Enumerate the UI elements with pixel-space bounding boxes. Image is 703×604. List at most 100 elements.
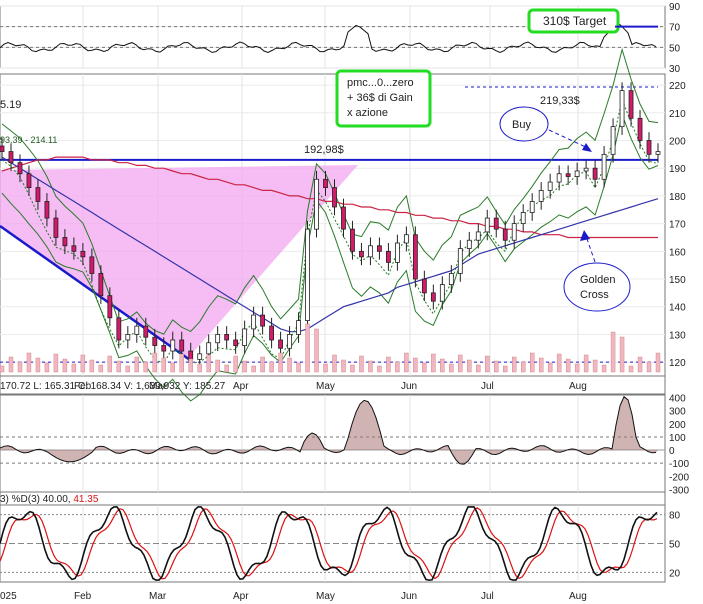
volume-bar <box>287 357 292 373</box>
candle-body <box>62 237 68 247</box>
golden-cross-arrowhead <box>580 230 590 241</box>
target-label: 310$ Target <box>543 14 607 28</box>
price-info-strip: 170.72 L: 165.31 C: 168.34 V: 1,639,932 … <box>0 381 226 392</box>
volume-bar <box>467 359 472 373</box>
candle-body <box>574 170 580 177</box>
golden-cross-arrow <box>585 235 596 263</box>
candle-body <box>98 273 104 297</box>
stoch-k-line <box>0 506 658 581</box>
main-tick-label: 140 <box>669 303 686 314</box>
volume-bar <box>440 358 445 373</box>
main-tick-label: 170 <box>669 220 686 231</box>
volume-bar <box>0 365 5 373</box>
month-label: Aug <box>569 381 587 392</box>
volume-bar <box>395 361 400 373</box>
stoch-tick-label: 20 <box>669 568 681 579</box>
candle-body <box>475 231 481 241</box>
candle-body <box>233 339 239 346</box>
volume-bar <box>143 361 148 373</box>
volume-bar <box>485 355 490 373</box>
candle-body <box>287 334 292 349</box>
candle-body <box>0 145 5 152</box>
candle-body <box>484 217 490 233</box>
volume-bar <box>80 354 86 373</box>
main-tick-label: 200 <box>669 136 686 147</box>
volume-bar <box>215 359 220 373</box>
volume-bar <box>359 355 364 373</box>
main-tick-label: 220 <box>669 81 686 92</box>
pmc-box <box>335 69 432 128</box>
macd-tick-label: 400 <box>669 394 686 405</box>
macd-tick-label: -200 <box>669 472 689 483</box>
candle-body <box>511 223 517 241</box>
volume-bar <box>161 357 166 373</box>
candle-body <box>206 342 212 355</box>
candle-body <box>583 167 589 172</box>
candle-body <box>323 178 328 188</box>
label-219: 219,33$ <box>540 95 580 107</box>
stoch-label: 3) %D(3) 40.00, 41.35 <box>0 494 99 505</box>
volume-bar <box>35 357 41 373</box>
label-192: 192,98$ <box>304 144 344 156</box>
candle-body <box>197 353 203 360</box>
month-label-bottom: Feb <box>74 591 92 602</box>
volume-bar <box>44 362 50 373</box>
candle-body <box>161 345 167 352</box>
info-strip <box>0 375 666 395</box>
volume-bar <box>592 359 598 373</box>
candle-body <box>8 151 14 164</box>
volume-bar <box>116 360 122 373</box>
candle-body <box>529 201 535 213</box>
volume-bar <box>269 361 274 373</box>
volume-bar <box>233 355 238 373</box>
bb-lower <box>1 112 659 402</box>
panel-macd <box>0 394 666 493</box>
volume-bar <box>521 361 526 373</box>
volume-bar <box>574 363 580 373</box>
candle-body <box>26 173 32 188</box>
stoch-tick-label: 80 <box>669 511 681 522</box>
candle-body <box>125 334 131 341</box>
golden-cross-label: Cross <box>580 289 609 301</box>
candle-body <box>493 217 499 230</box>
candle-body <box>601 153 607 180</box>
volume-bar <box>431 353 436 373</box>
candle-body <box>278 339 283 349</box>
volume-bar <box>305 323 310 373</box>
buy-label: Buy <box>512 119 531 131</box>
candle-body <box>610 126 616 155</box>
volume-bar <box>170 362 175 373</box>
candle-body <box>377 245 382 252</box>
candle-body <box>179 339 185 352</box>
volume-bar <box>386 356 391 373</box>
candle-body <box>359 250 364 258</box>
volume-bar <box>538 357 544 373</box>
volume-bar <box>404 352 409 373</box>
volume-bar <box>601 364 607 373</box>
volume-bar <box>628 365 634 373</box>
macd-line <box>0 395 657 465</box>
volume-bar <box>26 352 32 373</box>
candle-body <box>457 248 463 274</box>
candle-body <box>170 339 176 352</box>
month-label-bottom: Apr <box>233 591 249 602</box>
candle-body <box>565 173 571 177</box>
month-label-bottom: Jun <box>401 591 417 602</box>
candle-body <box>448 273 454 285</box>
sma200-line <box>1 156 658 239</box>
macd-tick-label: -300 <box>669 485 689 496</box>
main-tick-label: 130 <box>669 330 686 341</box>
candle-body <box>386 250 391 263</box>
stoch-d-line <box>0 507 658 580</box>
volume-bar <box>565 358 571 373</box>
candle-body <box>538 189 544 202</box>
volume-bar <box>152 352 157 373</box>
candle-body <box>215 334 221 344</box>
volume-bar <box>619 336 625 373</box>
volume-bar <box>503 365 508 373</box>
stoch-tick-label: 50 <box>669 540 681 551</box>
candle-body <box>394 242 400 263</box>
candle-body <box>251 314 257 330</box>
volume-bar <box>449 363 454 373</box>
candle-body <box>341 206 346 230</box>
